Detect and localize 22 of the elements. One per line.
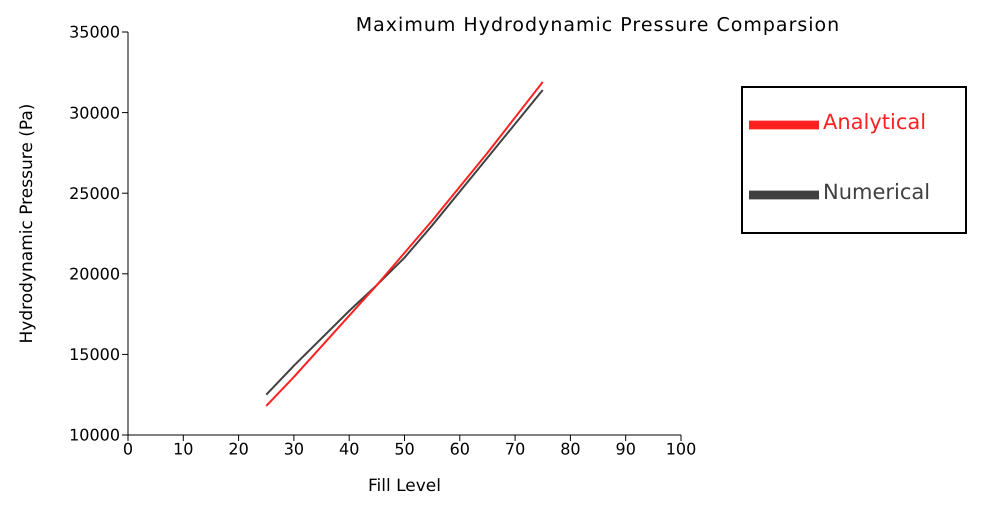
x-tick-label: 60 xyxy=(450,439,470,458)
legend-label: Analytical xyxy=(823,110,926,134)
y-tick-label: 30000 xyxy=(69,103,120,122)
y-tick-label: 10000 xyxy=(69,426,120,445)
y-tick-label: 15000 xyxy=(69,345,120,364)
x-tick-label: 40 xyxy=(339,439,360,458)
x-tick-label: 100 xyxy=(666,439,696,458)
legend-label: Numerical xyxy=(823,180,930,204)
x-tick-label: 50 xyxy=(394,439,415,458)
y-tick-label: 25000 xyxy=(69,184,120,203)
y-tick-label: 20000 xyxy=(69,264,120,284)
x-axis-title: Fill Level xyxy=(368,476,441,496)
x-tick-label: 20 xyxy=(228,439,249,458)
x-tick-label: 90 xyxy=(616,439,636,458)
y-axis-title: Hydrodynamic Pressure (Pa) xyxy=(17,104,38,344)
x-tick-label: 30 xyxy=(284,439,304,458)
x-tick-label: 80 xyxy=(560,439,581,458)
x-tick-label: 70 xyxy=(504,439,526,458)
x-tick-label: 0 xyxy=(122,439,134,458)
chart-title: Maximum Hydrodynamic Pressure Comparsion xyxy=(356,14,840,36)
x-tick-label: 10 xyxy=(173,439,194,458)
y-tick-label: 35000 xyxy=(69,22,120,42)
